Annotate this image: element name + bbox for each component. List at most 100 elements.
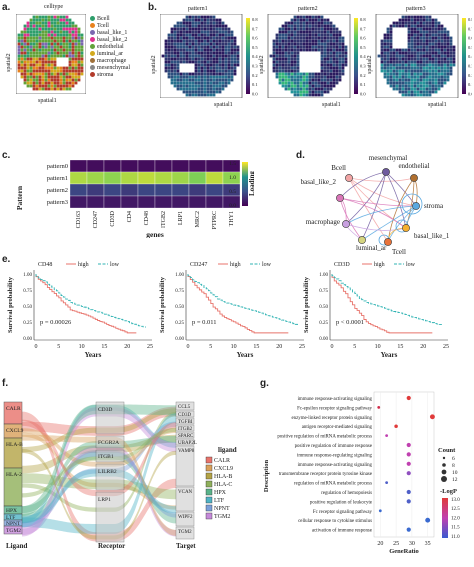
heatmap-cell (137, 195, 156, 209)
pattern-spot (218, 84, 222, 88)
pattern-spot (311, 72, 315, 76)
pattern-spot (302, 90, 306, 94)
pattern-spot (320, 51, 324, 55)
pattern-spot (221, 51, 225, 55)
heatmap-cell (103, 195, 122, 209)
celltype-spot (29, 84, 33, 88)
pattern-spot (278, 42, 282, 46)
ligand-legend-swatch (205, 496, 213, 504)
celltype-spot (35, 63, 39, 67)
celltype-spot (44, 60, 48, 64)
celltype-spot (32, 69, 36, 73)
pattern-spot (416, 45, 420, 49)
pattern-spot (317, 78, 321, 82)
pattern-spot (203, 39, 207, 43)
pattern-spot (218, 42, 222, 46)
heatmap-cell (222, 195, 241, 209)
ligand-legend-label: NPNT (214, 506, 230, 512)
celltype-spot (77, 69, 81, 73)
pattern-spot (320, 69, 324, 73)
target-block-label: UBAP2L (178, 441, 197, 446)
pattern-spot (170, 39, 174, 43)
pattern-spot (188, 87, 192, 91)
pattern-spot (398, 84, 402, 88)
pattern-spot (179, 36, 183, 40)
celltype-spot (38, 15, 42, 19)
colorbar-tick: 0.6 (252, 36, 258, 41)
pattern-spot (170, 57, 174, 61)
celltype-spot (20, 72, 24, 76)
pattern-spot (305, 72, 309, 76)
pattern-spot (407, 33, 411, 37)
pattern-spot (302, 39, 306, 43)
pattern-spot (290, 72, 294, 76)
pattern-spot (200, 60, 204, 64)
pattern-spot (449, 66, 453, 70)
pattern-spot (413, 72, 417, 76)
pattern-spot (431, 54, 435, 58)
celltype-spot (20, 51, 24, 55)
pattern-spot (191, 93, 195, 97)
celltype-spot (50, 39, 54, 43)
pattern-spot (302, 45, 306, 49)
receptor-block-label: LILRB2 (98, 469, 117, 475)
pattern-spot (182, 75, 186, 79)
pattern-spot (203, 42, 207, 46)
loading-tick: 0.5 (229, 189, 236, 195)
celltype-spot (44, 51, 48, 55)
count-legend-label: 6 (452, 456, 455, 462)
pattern-spot (320, 66, 324, 70)
pattern-spot (293, 39, 297, 43)
celltype-spot (32, 15, 36, 19)
pattern-spot (182, 24, 186, 28)
celltype-spot (62, 87, 66, 91)
pattern-spot (437, 78, 441, 82)
pattern-spot (317, 93, 321, 97)
km-y-tick: 0.50 (175, 305, 184, 310)
pattern-spot (398, 90, 402, 94)
pattern-spot (443, 48, 447, 52)
alluvial-flow (22, 448, 176, 540)
pattern-spot (200, 18, 204, 22)
celltype-spot (68, 48, 72, 52)
pattern-spot (206, 81, 210, 85)
pattern-spot (416, 21, 420, 25)
pattern-spot (212, 72, 216, 76)
celltype-spot (77, 75, 81, 79)
pattern-spot (194, 57, 198, 61)
pattern-spot (332, 75, 336, 79)
pattern-spot (341, 60, 345, 64)
pattern-spot (401, 60, 405, 64)
pattern-spot (332, 57, 336, 61)
pattern-spot (401, 57, 405, 61)
pattern-spot (212, 54, 216, 58)
pattern-spot (404, 21, 408, 25)
pattern-spot (314, 33, 318, 37)
alluvial-flow (22, 427, 176, 498)
pattern-spot (425, 63, 429, 67)
heatmap-col-label: CD48 (144, 211, 150, 225)
pattern-spot (302, 93, 306, 97)
pattern-spot (332, 30, 336, 34)
pattern-spot (308, 87, 312, 91)
km-gene: CD247 (190, 262, 207, 268)
celltype-spot (47, 51, 51, 55)
pattern-spot (335, 33, 339, 37)
celltype-spot (26, 39, 30, 43)
pattern-spot (431, 66, 435, 70)
celltype-spot (41, 57, 45, 61)
pattern-spot (320, 87, 324, 91)
km-ylabel: Survival probability (159, 276, 166, 333)
celltype-spot (62, 15, 66, 19)
pattern-spot (320, 24, 324, 28)
pattern-spot (335, 48, 339, 52)
pattern-spot (332, 60, 336, 64)
pattern-spot (332, 72, 336, 76)
pattern-spot (299, 39, 303, 43)
pattern-spot (188, 93, 192, 97)
legend-item-endothelial: endothelial (90, 44, 130, 51)
pattern-spot (212, 78, 216, 82)
loading-tick: 1.0 (229, 175, 236, 181)
pattern-spot (431, 45, 435, 49)
pattern-spot (410, 78, 414, 82)
